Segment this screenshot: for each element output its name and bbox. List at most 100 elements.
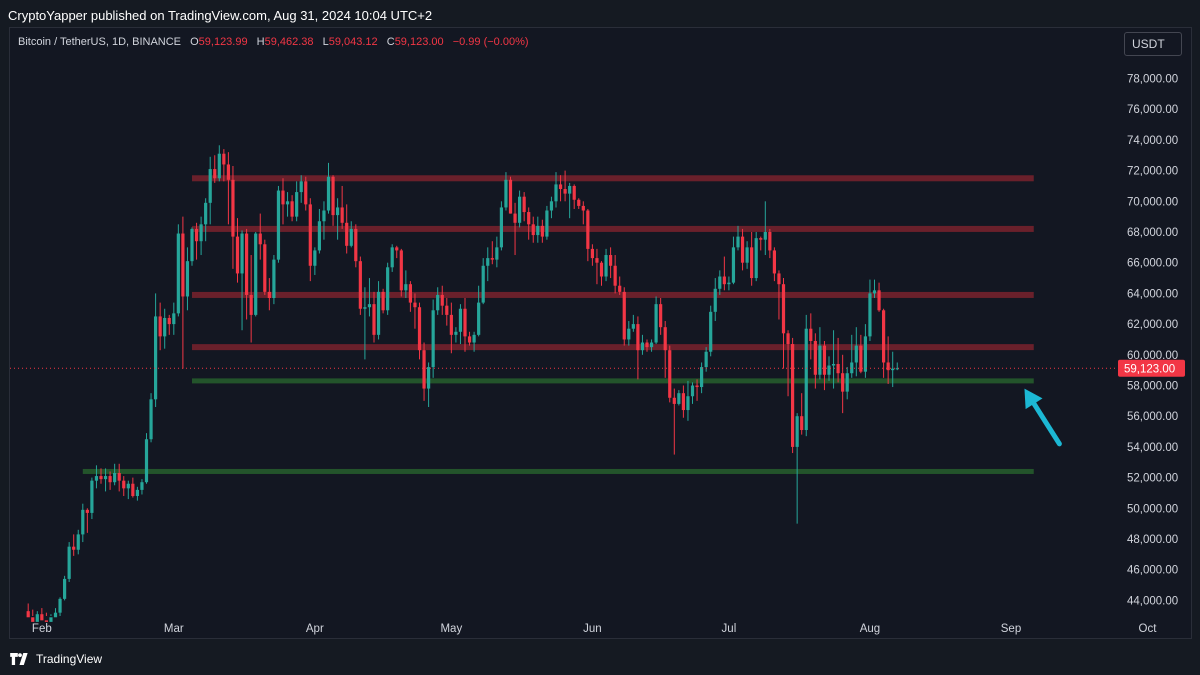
candle-body: [831, 364, 836, 366]
candle: [736, 225, 740, 251]
candle: [845, 367, 849, 400]
candle-body: [31, 617, 35, 622]
candle-body: [859, 345, 863, 372]
candle-body: [72, 546, 76, 550]
candle-body: [536, 225, 540, 236]
candle-body: [545, 210, 549, 237]
candle-body: [144, 439, 149, 483]
candle: [490, 241, 494, 265]
candle: [531, 216, 535, 243]
candle: [841, 354, 845, 414]
footer-brand: TradingView: [36, 652, 103, 666]
candle: [235, 218, 240, 283]
candle: [404, 270, 408, 299]
annotation-arrow: [1024, 388, 1062, 447]
symbol-legend[interactable]: Bitcoin / TetherUS, 1D, BINANCE O59,123.…: [18, 36, 529, 48]
candle: [299, 175, 303, 203]
candle: [772, 247, 776, 282]
candle: [172, 302, 176, 335]
price-tick-label: 68,000.00: [1127, 227, 1178, 239]
candle: [818, 327, 822, 380]
candle: [586, 208, 590, 262]
candle: [518, 190, 522, 228]
candle-body: [245, 233, 249, 295]
candle-body: [408, 284, 412, 303]
candle-body: [467, 336, 472, 343]
candle-body: [395, 247, 399, 251]
candle-body: [404, 284, 408, 291]
close-label: C: [386, 36, 395, 48]
candle: [135, 486, 139, 501]
candle-body: [149, 399, 153, 440]
candle-body: [604, 255, 608, 277]
candle: [558, 175, 563, 202]
candle: [604, 248, 608, 282]
candle-body: [613, 265, 617, 286]
candle-body: [845, 373, 849, 392]
candle-body: [249, 294, 253, 315]
candle: [649, 339, 654, 352]
candle-body: [690, 385, 695, 397]
candle: [72, 534, 76, 556]
chart-panel[interactable]: [9, 27, 1192, 639]
price-tick-label: 50,000.00: [1127, 503, 1178, 515]
candle-body: [850, 362, 854, 374]
candle: [90, 477, 94, 520]
candle-body: [781, 284, 786, 334]
candle: [882, 308, 886, 378]
candle: [795, 413, 799, 524]
candle-body: [727, 282, 731, 285]
candle: [67, 542, 71, 582]
candle: [831, 330, 836, 389]
candle: [144, 433, 149, 484]
candle-body: [804, 328, 808, 431]
candle: [522, 192, 526, 222]
candle-body: [135, 489, 139, 497]
candle-body: [445, 305, 449, 315]
price-tick-label: 70,000.00: [1127, 196, 1178, 208]
open-value: 59,123.99: [198, 36, 248, 48]
candle-body: [167, 317, 171, 325]
candle: [595, 248, 599, 285]
candle: [408, 281, 412, 312]
candle-body: [508, 179, 513, 214]
candle: [872, 279, 877, 299]
candle: [199, 216, 203, 256]
candle-body: [40, 614, 44, 621]
candle-body: [63, 578, 67, 599]
candle: [700, 362, 704, 394]
candle: [272, 255, 276, 305]
candle: [395, 245, 399, 259]
candle-body: [281, 190, 285, 205]
candle-body: [122, 480, 126, 489]
candle: [322, 201, 326, 240]
candle: [431, 299, 435, 378]
candle-body: [481, 265, 485, 303]
candle: [44, 612, 48, 622]
support-level: [192, 378, 1034, 384]
candle: [290, 195, 294, 222]
candle-body: [399, 250, 403, 291]
candle-body: [190, 228, 194, 262]
time-tick-label: Jul: [722, 623, 737, 635]
candle-body: [313, 250, 317, 266]
tradingview-footer[interactable]: TradingView: [10, 650, 102, 668]
candle-body: [872, 290, 877, 294]
candle: [495, 236, 499, 268]
candle-body: [140, 482, 144, 490]
low-label: L: [322, 36, 329, 48]
candle-body: [436, 294, 440, 311]
candle-body: [49, 617, 53, 622]
candle-body: [381, 291, 385, 311]
candle: [599, 261, 604, 286]
candle-body: [336, 207, 340, 216]
candle: [372, 291, 376, 343]
candle-body: [827, 365, 831, 375]
candle: [886, 336, 890, 384]
candle-body: [217, 153, 221, 179]
currency-button[interactable]: USDT: [1124, 32, 1182, 56]
candle: [499, 201, 503, 251]
candle: [126, 480, 130, 500]
candle: [349, 221, 353, 248]
